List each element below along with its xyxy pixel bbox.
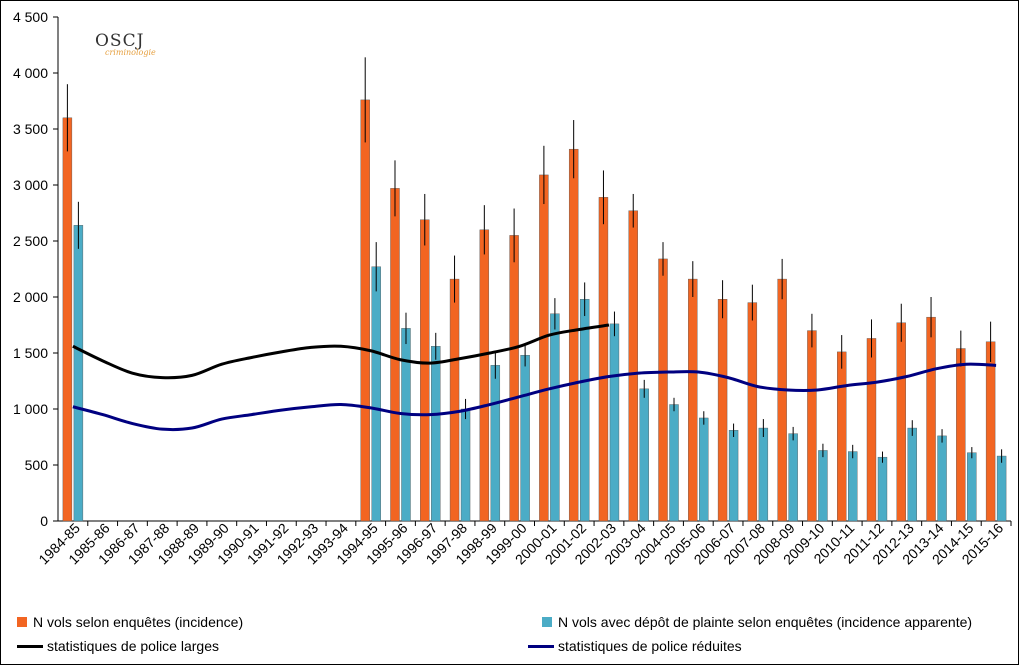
bar-incidence-apparente xyxy=(579,299,590,522)
bar-incidence xyxy=(926,316,936,522)
bar-incidence xyxy=(658,258,668,522)
bar-incidence-apparente xyxy=(937,435,947,522)
y-tick-label: 2 000 xyxy=(13,289,48,305)
bar-incidence xyxy=(360,99,370,522)
bar-incidence xyxy=(807,330,817,522)
line-police-larges xyxy=(72,323,610,380)
bar-incidence-apparente xyxy=(550,313,560,522)
legend-item-incidence-apparente: N vols avec dépôt de plainte selon enquê… xyxy=(542,614,972,630)
legend-swatch-black-line xyxy=(17,644,43,648)
bar-incidence xyxy=(479,229,490,522)
logo-subtext: criminologie xyxy=(105,48,156,57)
bar-incidence xyxy=(598,197,609,522)
y-tick-label: 0 xyxy=(40,513,48,529)
bar-incidence xyxy=(62,117,73,522)
y-tick-label: 500 xyxy=(25,457,49,473)
y-tick-label: 3 500 xyxy=(13,121,48,137)
bar-incidence xyxy=(539,174,549,522)
bar-incidence-apparente xyxy=(401,328,411,522)
y-tick-label: 4 500 xyxy=(13,9,48,25)
bar-incidence-apparente xyxy=(431,346,441,522)
bar-incidence xyxy=(896,322,906,522)
bar-incidence-apparente xyxy=(669,404,679,522)
bar-incidence-apparente xyxy=(460,408,471,522)
bar-incidence xyxy=(449,278,460,522)
bar-incidence-apparente xyxy=(758,427,769,522)
logo-text: OSCJ xyxy=(95,31,145,51)
y-tick-label: 2 500 xyxy=(13,233,48,249)
legend-swatch-navy-line xyxy=(528,644,554,648)
bar-incidence xyxy=(628,210,638,522)
bar-incidence xyxy=(985,341,996,522)
bar-incidence xyxy=(509,235,519,522)
legend-item-police-larges: statistiques de police larges xyxy=(17,638,219,654)
bar-incidence-apparente xyxy=(848,451,858,522)
bar-incidence xyxy=(837,351,847,522)
bar-incidence-apparente xyxy=(639,388,649,522)
bar-incidence xyxy=(777,278,787,522)
bar-incidence xyxy=(390,188,400,522)
legend-swatch-blue xyxy=(542,617,552,627)
bar-incidence-apparente xyxy=(967,452,977,522)
oscj-logo: OSCJ criminologie xyxy=(95,31,156,57)
bar-incidence-apparente xyxy=(520,355,530,522)
legend-label: statistiques de police larges xyxy=(47,638,219,654)
legend-label: N vols selon enquêtes (incidence) xyxy=(33,614,244,630)
y-tick-label: 1 000 xyxy=(13,401,48,417)
bar-incidence xyxy=(420,219,430,522)
bar-incidence-apparente xyxy=(699,417,709,522)
legend-label: statistiques de police réduites xyxy=(558,638,742,654)
bar-incidence xyxy=(717,299,728,522)
bar-incidence-apparente xyxy=(609,323,620,522)
bar-incidence-apparente xyxy=(907,427,917,522)
bar-incidence-apparente xyxy=(73,225,84,522)
bar-incidence-apparente xyxy=(877,456,888,522)
bar-incidence-apparente xyxy=(788,433,798,522)
bar-incidence xyxy=(688,278,698,522)
y-tick-label: 4 000 xyxy=(13,65,48,81)
bar-incidence-apparente xyxy=(371,266,381,522)
bar-incidence-apparente xyxy=(728,430,739,522)
line-police-reduites xyxy=(72,362,997,432)
legend-item-police-reduites: statistiques de police réduites xyxy=(528,638,742,654)
bar-incidence xyxy=(747,302,758,522)
y-tick-label: 1 500 xyxy=(13,345,48,361)
y-tick-label: 3 000 xyxy=(13,177,48,193)
bar-incidence-apparente xyxy=(818,450,828,522)
legend-swatch-orange xyxy=(17,617,27,627)
bar-incidence xyxy=(956,348,966,522)
bar-incidence xyxy=(568,148,579,522)
bar-incidence-apparente xyxy=(996,455,1007,522)
legend-label: N vols avec dépôt de plainte selon enquê… xyxy=(558,614,973,630)
legend-item-incidence: N vols selon enquêtes (incidence) xyxy=(17,614,243,630)
bar-incidence xyxy=(866,338,877,522)
bar-incidence-apparente xyxy=(490,365,501,522)
